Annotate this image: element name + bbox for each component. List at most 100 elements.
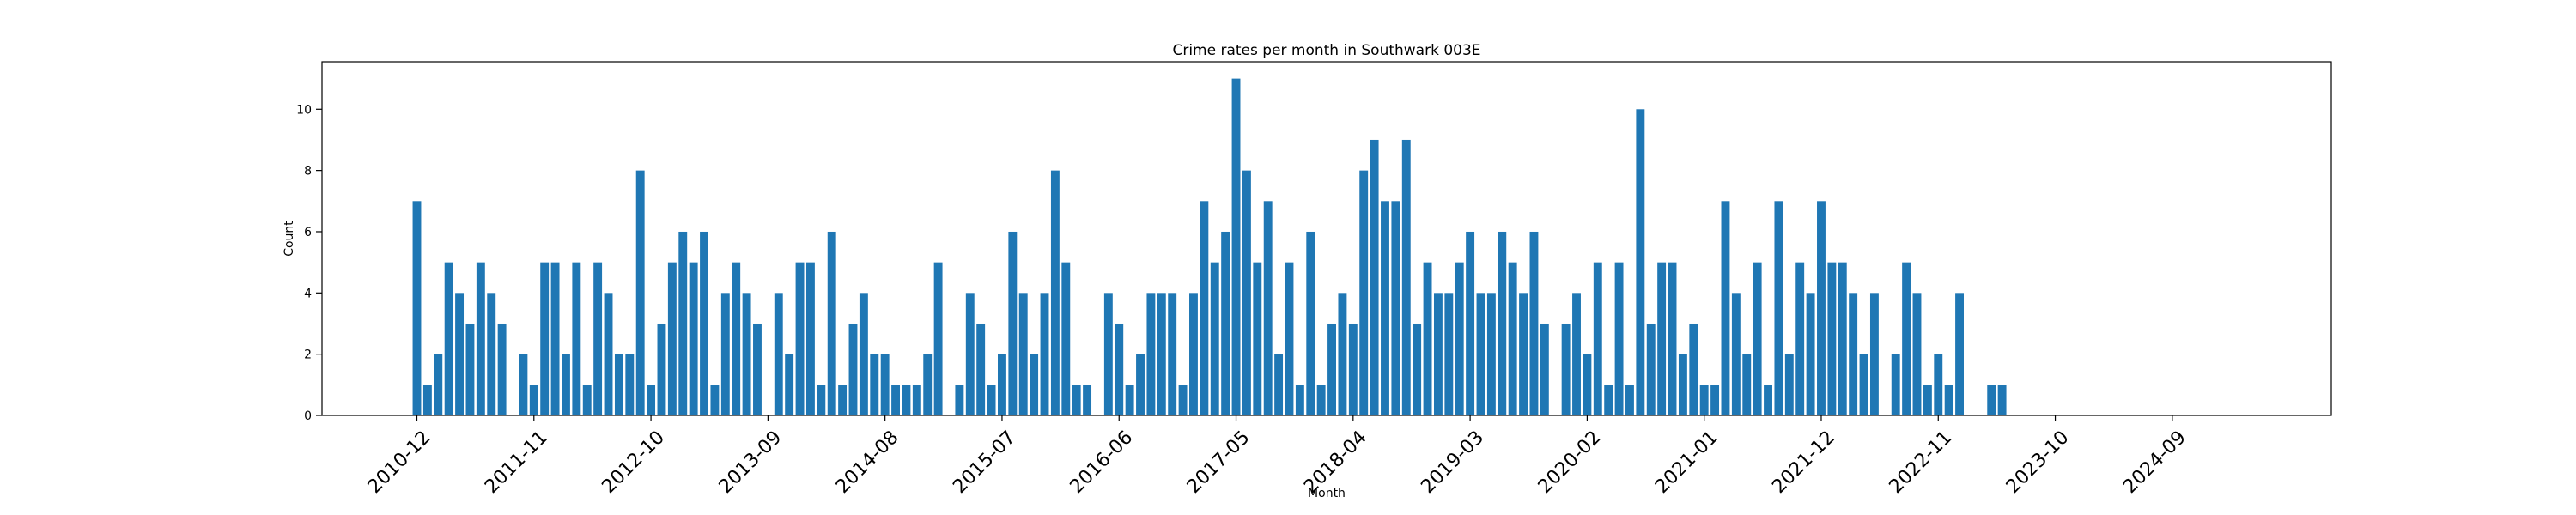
bar — [1306, 231, 1315, 415]
y-tick-label: 6 — [304, 226, 312, 239]
x-tick-label: 2012-10 — [598, 427, 669, 498]
bar — [1295, 385, 1304, 415]
y-tick-label: 4 — [304, 287, 312, 300]
bar — [700, 231, 708, 415]
bar — [1486, 293, 1496, 415]
bar — [1540, 323, 1549, 415]
bar — [1348, 323, 1358, 415]
bar — [1413, 323, 1422, 415]
bar — [1327, 323, 1336, 415]
bar — [1125, 385, 1134, 415]
bar — [1401, 139, 1411, 415]
bar — [1784, 354, 1794, 415]
x-axis: 2010-12 2011-11 2012-10 2013-09 2014-08 2015-… — [364, 415, 2190, 498]
bar — [550, 262, 560, 415]
bar — [976, 323, 986, 415]
bar — [1731, 293, 1741, 415]
bar — [604, 293, 613, 415]
bar — [1391, 201, 1400, 415]
bar — [1040, 293, 1049, 415]
bar — [1625, 385, 1634, 415]
bar — [774, 293, 783, 415]
bar — [1423, 262, 1432, 415]
plot-frame — [321, 61, 2332, 416]
x-tick-label: 2020-02 — [1534, 427, 1606, 498]
x-tick-label: 2024-09 — [2119, 427, 2190, 498]
bar — [912, 385, 921, 415]
bar — [593, 262, 603, 415]
bar — [1381, 201, 1389, 415]
bar — [1912, 293, 1922, 415]
bar — [1721, 201, 1730, 415]
bar — [1370, 139, 1379, 415]
y-tick-label: 0 — [304, 409, 312, 423]
bar — [1923, 385, 1932, 415]
bar — [795, 262, 805, 415]
bar — [933, 262, 943, 415]
bar — [998, 354, 1006, 415]
bar — [891, 385, 900, 415]
bar — [1178, 385, 1188, 415]
bar — [1338, 293, 1347, 415]
bar — [1710, 385, 1720, 415]
bar — [1061, 262, 1071, 415]
bar — [1604, 385, 1613, 415]
bar — [1253, 262, 1262, 415]
x-tick-label: 2022-11 — [1886, 427, 1957, 498]
bar — [1083, 385, 1092, 415]
bar — [1519, 293, 1528, 415]
x-tick-label: 2023-10 — [2002, 427, 2074, 498]
bar — [710, 385, 720, 415]
bar — [1859, 354, 1868, 415]
bar — [1668, 262, 1677, 415]
bar — [817, 385, 826, 415]
bar — [1189, 293, 1198, 415]
bar — [1742, 354, 1752, 415]
bar — [1455, 262, 1464, 415]
x-tick-label: 2011-11 — [481, 427, 552, 498]
bar — [838, 385, 848, 415]
bar — [870, 354, 879, 415]
bar — [955, 385, 964, 415]
bar — [1572, 293, 1581, 415]
bar — [1285, 262, 1294, 415]
bar — [1072, 385, 1081, 415]
bar — [1689, 323, 1698, 415]
y-tick-label: 8 — [304, 165, 312, 179]
bar — [1944, 385, 1953, 415]
x-tick-label: 2015-07 — [949, 427, 1020, 498]
bar — [1838, 262, 1847, 415]
bar — [625, 354, 635, 415]
bar — [1795, 262, 1805, 415]
x-tick-label: 2021-12 — [1768, 427, 1839, 498]
bar — [1955, 293, 1964, 415]
bar — [1221, 231, 1230, 415]
bar — [1018, 293, 1028, 415]
bar — [497, 323, 507, 415]
bar — [1242, 170, 1251, 415]
bar — [1210, 262, 1219, 415]
bars-group — [412, 78, 2007, 416]
y-axis: 0 2 4 6 8 10 — [296, 103, 322, 423]
x-tick-label: 2010-12 — [364, 427, 435, 498]
bar — [1146, 293, 1156, 415]
bar — [1997, 385, 2007, 415]
bar — [1774, 201, 1783, 415]
x-tick-label: 2016-06 — [1066, 427, 1138, 498]
bar — [987, 385, 996, 415]
x-tick-label: 2013-09 — [715, 427, 787, 498]
bar — [1636, 109, 1645, 415]
bar — [689, 262, 698, 415]
bar — [1561, 323, 1571, 415]
bar — [678, 231, 688, 415]
x-tick-label: 2021-01 — [1651, 427, 1722, 498]
bar — [1136, 354, 1145, 415]
y-tick-label: 10 — [296, 103, 312, 117]
bar — [1168, 293, 1177, 415]
bar — [422, 385, 432, 415]
y-axis-label: Count — [283, 221, 296, 257]
bar — [965, 293, 975, 415]
bar — [859, 293, 868, 415]
bar — [657, 323, 666, 415]
bar — [1891, 354, 1900, 415]
